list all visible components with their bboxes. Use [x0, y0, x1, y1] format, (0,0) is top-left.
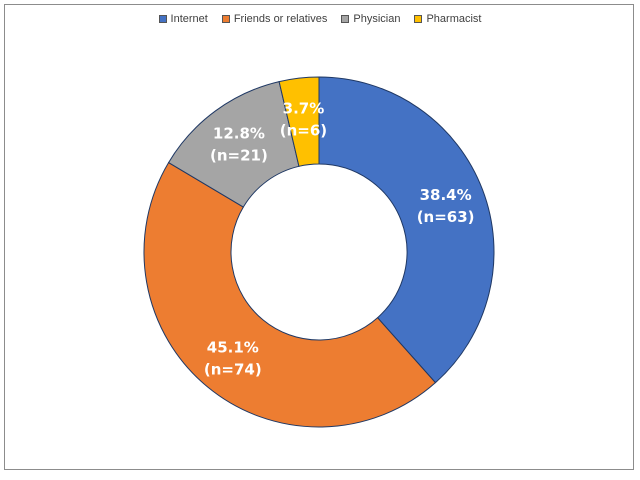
legend-item-internet: Internet [158, 13, 208, 25]
data-label-count-physician: (n=21) [210, 147, 268, 165]
data-label-physician: 12.8% (n=21) [210, 125, 268, 165]
legend-swatch-physician [341, 15, 350, 23]
legend-item-physician: Physician [341, 13, 400, 25]
data-label-count-pharmacist: (n=6) [280, 121, 327, 139]
legend-label-internet: Internet [170, 13, 208, 25]
legend-swatch-pharmacist [414, 15, 423, 23]
data-label-percent-friends-or-relatives: 45.1% [207, 339, 259, 357]
data-label-percent-pharmacist: 3.7% [283, 99, 325, 117]
data-label-count-friends-or-relatives: (n=74) [204, 361, 262, 379]
legend-label-pharmacist: Pharmacist [426, 13, 482, 25]
chart-legend: Internet Friends or relatives Physician … [0, 13, 640, 25]
data-label-pharmacist: 3.7% (n=6) [280, 99, 327, 139]
donut-slice-internet [318, 76, 495, 384]
data-label-count-internet: (n=63) [417, 208, 475, 226]
legend-item-pharmacist: Pharmacist [414, 13, 481, 25]
data-label-friends-or-relatives: 45.1% (n=74) [204, 339, 262, 379]
legend-swatch-internet [158, 15, 167, 23]
data-label-percent-internet: 38.4% [420, 186, 472, 204]
donut-slice-friends-or-relatives [143, 161, 437, 428]
legend-item-friends-or-relatives: Friends or relatives [221, 13, 328, 25]
legend-label-friends-or-relatives: Friends or relatives [233, 13, 328, 25]
legend-label-physician: Physician [353, 13, 401, 25]
data-label-percent-physician: 12.8% [213, 125, 265, 143]
data-label-internet: 38.4% (n=63) [417, 186, 475, 226]
legend-swatch-friends-or-relatives [221, 15, 230, 23]
donut-slice-pharmacist [278, 76, 320, 167]
